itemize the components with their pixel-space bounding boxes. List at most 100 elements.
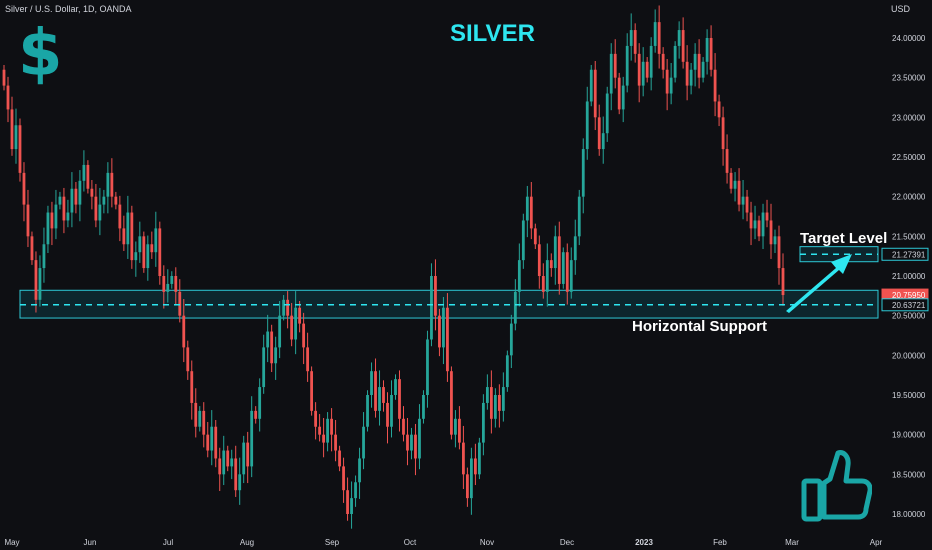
time-axis: May Jun Jul Aug Sep Oct Nov Dec 2023 Feb Mar Apr bbox=[4, 538, 882, 547]
candle-body bbox=[426, 339, 429, 395]
candle-body bbox=[406, 434, 409, 451]
candle-body bbox=[693, 53, 697, 70]
candle-body bbox=[198, 410, 202, 427]
candle-body bbox=[609, 53, 613, 94]
candle-body bbox=[577, 196, 581, 237]
candle-body bbox=[661, 53, 665, 70]
y-tick-label: 24.00000 bbox=[892, 34, 926, 43]
candle-body bbox=[178, 291, 182, 316]
candle-body bbox=[442, 307, 445, 348]
candle-body bbox=[94, 196, 98, 221]
candle-body bbox=[14, 125, 18, 150]
candle-body bbox=[226, 450, 230, 467]
candle-body bbox=[358, 458, 361, 483]
candle-body bbox=[190, 371, 194, 403]
candle-body bbox=[769, 220, 773, 245]
candle-body bbox=[745, 196, 749, 213]
candle-body bbox=[338, 450, 341, 467]
candle-body bbox=[497, 395, 501, 411]
candle-body bbox=[206, 434, 210, 451]
candle-body bbox=[777, 236, 781, 269]
candle-body bbox=[310, 371, 314, 411]
candle-body bbox=[118, 204, 122, 229]
y-tick-label: 23.00000 bbox=[892, 113, 926, 122]
candle-body bbox=[62, 196, 66, 221]
x-tick-label: Oct bbox=[404, 538, 417, 547]
currency-label: USD bbox=[890, 4, 910, 14]
candle-body bbox=[517, 260, 521, 292]
candle-body bbox=[122, 228, 126, 245]
candle-body bbox=[625, 45, 629, 86]
x-tick-label: May bbox=[4, 538, 19, 547]
x-tick-label: Aug bbox=[240, 538, 254, 547]
candle-body bbox=[138, 236, 142, 253]
candle-body bbox=[386, 402, 389, 427]
candle-body bbox=[521, 220, 525, 261]
candle-body bbox=[773, 236, 777, 245]
candle-body bbox=[222, 450, 226, 475]
candle-body bbox=[126, 212, 130, 245]
y-tick-label: 22.50000 bbox=[892, 153, 926, 162]
candle-body bbox=[306, 347, 310, 372]
candle-body bbox=[82, 164, 86, 181]
candle-body bbox=[26, 204, 30, 237]
candle-body bbox=[130, 212, 134, 261]
candle-body bbox=[509, 323, 513, 356]
candle-body bbox=[318, 426, 321, 435]
candle-body bbox=[589, 69, 593, 102]
y-tick-label: 22.00000 bbox=[892, 193, 926, 202]
candle-body bbox=[665, 69, 669, 94]
price-axis: 24.00000 23.50000 23.00000 22.50000 22.00000… bbox=[881, 34, 929, 519]
candle-body bbox=[545, 260, 549, 292]
candle-body bbox=[158, 228, 162, 276]
candle-body bbox=[194, 402, 198, 427]
candle-body bbox=[74, 188, 78, 205]
candle-body bbox=[298, 307, 302, 324]
candle-body bbox=[741, 196, 745, 205]
candle-body bbox=[274, 347, 278, 364]
candle-body bbox=[725, 149, 729, 173]
candle-body bbox=[493, 395, 497, 419]
candle-body bbox=[697, 53, 701, 78]
candle-body bbox=[326, 418, 329, 443]
candle-body bbox=[162, 276, 166, 292]
candle-body bbox=[757, 220, 761, 237]
candle-body bbox=[434, 276, 437, 316]
target-level-label: Target Level bbox=[800, 230, 888, 247]
candle-body bbox=[669, 77, 673, 94]
candle-body bbox=[430, 276, 433, 340]
candle-body bbox=[50, 212, 54, 229]
candle-body bbox=[110, 172, 114, 197]
candle-body bbox=[174, 276, 178, 292]
candle-body bbox=[150, 244, 154, 253]
candle-body bbox=[282, 299, 286, 316]
candle-body bbox=[709, 38, 713, 70]
candle-body bbox=[258, 387, 262, 419]
candle-body bbox=[10, 109, 14, 150]
candle-body bbox=[581, 149, 585, 197]
candle-body bbox=[302, 323, 306, 348]
y-tick-label: 23.50000 bbox=[892, 74, 926, 83]
candle-body bbox=[617, 77, 621, 110]
x-tick-label: Sep bbox=[325, 538, 340, 547]
y-tick-label: 18.00000 bbox=[892, 510, 926, 519]
candle-body bbox=[210, 426, 214, 451]
candle-body bbox=[330, 418, 333, 435]
candle-body bbox=[721, 117, 725, 150]
candle-body bbox=[470, 458, 473, 499]
symbol-info: Silver / U.S. Dollar, 1D, OANDA bbox=[5, 4, 132, 14]
dollar-sign-icon: $ bbox=[18, 17, 63, 91]
candle-body bbox=[90, 188, 94, 197]
candle-body bbox=[621, 85, 625, 110]
y-tick-label: 19.50000 bbox=[892, 391, 926, 400]
candle-body bbox=[649, 45, 653, 78]
candle-body bbox=[106, 172, 110, 197]
candle-body bbox=[713, 69, 717, 102]
candle-body bbox=[402, 418, 405, 435]
candle-body bbox=[677, 30, 681, 46]
candle-body bbox=[446, 307, 449, 372]
candle-body bbox=[729, 172, 733, 189]
candle-body bbox=[238, 474, 242, 491]
y-tick-label: 20.00000 bbox=[892, 351, 926, 360]
